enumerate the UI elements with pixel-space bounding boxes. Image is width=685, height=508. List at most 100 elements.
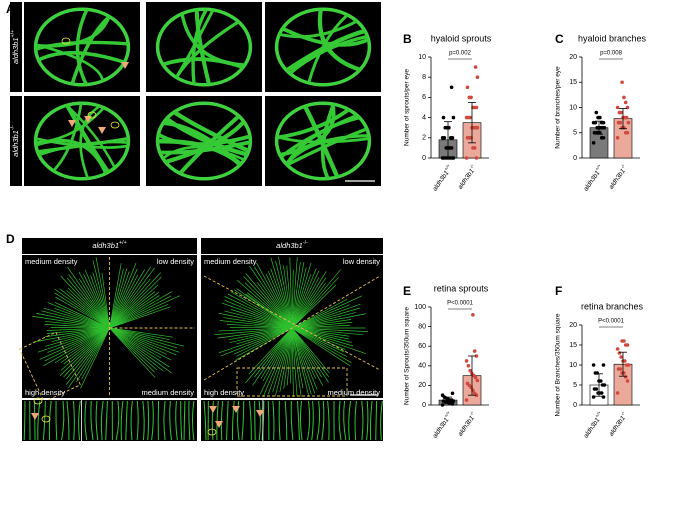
y-axis-label: Number of branches/per eye — [555, 66, 562, 149]
retina-vessel — [217, 327, 293, 339]
inset-vessel — [278, 400, 281, 441]
inset-vessel — [78, 400, 81, 441]
p-value: p=0.002 — [449, 51, 472, 57]
gene-name: aldh3b1 — [431, 416, 450, 439]
data-point — [471, 313, 475, 317]
retina-vessel — [291, 327, 294, 398]
data-point — [465, 85, 470, 90]
retina-vessel — [67, 287, 110, 329]
sprout-circle — [33, 397, 43, 405]
y-tick-label: 6 — [422, 94, 426, 101]
inset-vessel — [66, 400, 70, 441]
retina-vessel — [109, 274, 139, 329]
y-tick-label: 0 — [422, 155, 426, 162]
inset-vessel — [73, 400, 75, 441]
chart-title: hyaloid sprouts — [431, 33, 492, 43]
retina-vessel — [256, 262, 293, 329]
retina-vessel — [291, 327, 348, 357]
retina-vessel — [230, 291, 293, 329]
retina-vessel — [267, 327, 293, 395]
retina-vessel — [291, 327, 329, 383]
vessel-ring — [155, 7, 253, 87]
retina-vessel — [92, 260, 110, 329]
retina-vessel — [223, 317, 293, 329]
retina-vessel — [291, 284, 337, 329]
genotype-label: aldh3b1+/+ — [581, 163, 606, 193]
retina-vessel — [45, 327, 110, 338]
inset-vessel — [327, 400, 330, 441]
retina-vessel — [254, 327, 293, 378]
data-point — [444, 146, 449, 150]
retina-vessel — [37, 327, 110, 353]
arrowhead-marker — [232, 406, 240, 413]
retina-vessel — [109, 278, 151, 329]
vessel — [194, 9, 212, 86]
retina-vessel — [109, 327, 177, 356]
retina-vessel — [55, 296, 110, 329]
vessel — [35, 15, 111, 48]
retina-vessel — [66, 277, 110, 329]
data-point — [623, 130, 628, 135]
retina-vessel — [236, 327, 293, 357]
retina-vessel — [109, 327, 162, 359]
retina-vessel — [291, 327, 310, 398]
inset-vessel — [267, 400, 270, 441]
retina-vessel — [83, 273, 110, 329]
retina-vessel — [291, 327, 352, 363]
retina-vessel — [279, 327, 293, 393]
data-point — [451, 115, 456, 120]
inset-vessel — [169, 400, 172, 441]
region-label: medium density — [327, 388, 380, 397]
vessel-ring — [33, 101, 131, 181]
retina-vessel — [291, 327, 324, 387]
vessel — [75, 8, 89, 86]
retina-vessel — [291, 267, 307, 329]
retina-vessel — [63, 327, 110, 365]
inset-vessel — [90, 400, 94, 441]
retina-vessel — [220, 327, 293, 357]
retina-vessel — [81, 327, 110, 380]
inset-vessel — [125, 400, 128, 441]
retina-vessel — [252, 327, 293, 386]
panel-letter: F — [555, 284, 562, 298]
genotype-label: aldh3b1+/+ — [430, 410, 455, 440]
retina-vessel — [109, 267, 155, 329]
retina-vessel — [291, 271, 327, 329]
retina-vessel — [262, 327, 293, 382]
retina-vessel — [234, 289, 293, 329]
inset-vessel — [254, 400, 256, 441]
inset-vessel — [343, 400, 347, 441]
data-point — [465, 381, 470, 386]
genotype-label: aldh3b1-/- — [10, 125, 20, 157]
inset-vessel — [84, 400, 88, 441]
inset-vessel — [211, 400, 214, 441]
retina-vessel — [291, 327, 316, 394]
inset-vessel — [191, 400, 195, 441]
inset-vessel — [142, 400, 145, 441]
inset-vessel — [105, 400, 108, 441]
retina-vessel — [78, 278, 110, 329]
data-point — [440, 403, 445, 407]
y-tick-label: 10 — [418, 54, 426, 61]
data-point — [625, 379, 630, 383]
retina-vessel — [236, 327, 293, 345]
genotype-label: aldh3b1+/+ — [430, 163, 455, 193]
inset-vessel — [369, 400, 373, 441]
data-point — [591, 395, 596, 399]
retina-vessel — [291, 327, 312, 395]
vessel — [276, 135, 370, 144]
data-point — [441, 156, 446, 160]
y-tick-label: 20 — [569, 322, 577, 329]
retina-vessel — [66, 290, 110, 329]
vessel — [35, 139, 108, 175]
inset-vessel — [366, 400, 369, 441]
inset-vessel — [237, 400, 240, 441]
retina-vessel — [39, 327, 110, 360]
sprout-circle — [207, 428, 217, 436]
retina-vessel — [46, 327, 110, 331]
retina-vessel — [67, 266, 110, 329]
vessel — [164, 120, 246, 165]
retina-vessel — [54, 308, 110, 329]
inset-vessel — [220, 400, 224, 441]
